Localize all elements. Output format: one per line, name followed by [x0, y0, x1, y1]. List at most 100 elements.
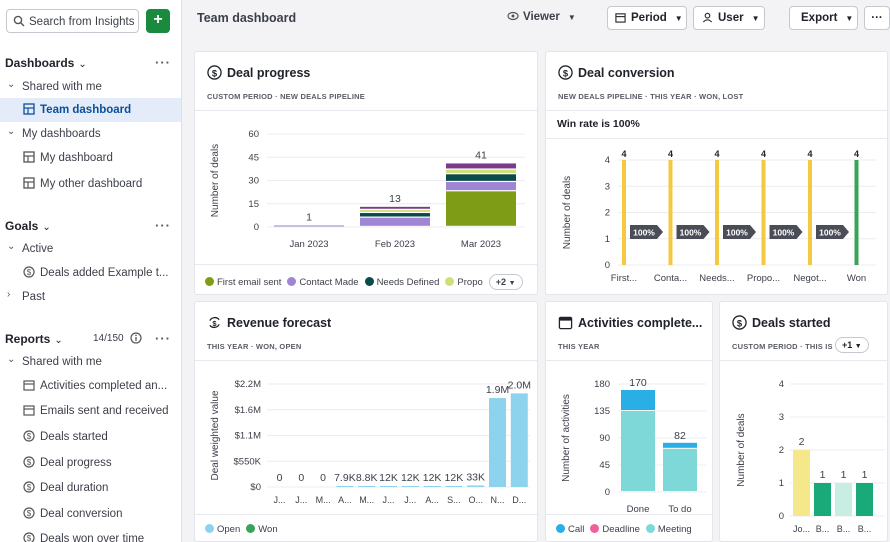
bar	[467, 485, 485, 487]
y-tick-label: 15	[248, 199, 259, 210]
card-title[interactable]: $ Deal progress	[207, 65, 310, 80]
reports-more-icon[interactable]: ···	[155, 331, 171, 346]
sidebar-item-label: Deal conversion	[40, 508, 123, 520]
y-tick-label: 3	[605, 181, 610, 192]
sidebar-item-reports-shared[interactable]: ⌄ Shared with me	[0, 350, 181, 374]
reports-count: 14/150	[93, 333, 124, 344]
card-title[interactable]: $ Revenue forecast	[207, 315, 331, 330]
more-button[interactable]: ···	[864, 6, 890, 30]
svg-text:$: $	[27, 509, 32, 518]
card-title[interactable]: $ Deals started	[732, 315, 831, 330]
sidebar-item-past[interactable]: › Past	[0, 285, 181, 309]
y-tick-label: 135	[594, 406, 610, 417]
period-button[interactable]: Period ▼	[607, 6, 687, 30]
report-item[interactable]: $ Deals started	[0, 425, 181, 449]
legend-more-button[interactable]: +2 ▼	[488, 274, 523, 290]
y-tick-label: $1.6M	[235, 405, 261, 416]
report-item[interactable]: Emails sent and received	[0, 399, 181, 423]
sidebar-item-label: Activities completed an...	[40, 380, 168, 392]
chevron-down-icon: ⌄	[42, 222, 51, 233]
sidebar-item-label: My other dashboard	[40, 178, 143, 190]
x-tick-label: M...	[359, 495, 374, 505]
sidebar-item-my-dashboards[interactable]: ⌄ My dashboards	[0, 122, 181, 146]
activities-card: Activities complete... THIS YEAR 0 45 90 13…	[545, 301, 713, 542]
period-label: Period	[631, 12, 667, 24]
report-item[interactable]: $ Deal duration	[0, 476, 181, 500]
x-tick-label: J...	[404, 495, 416, 505]
sidebar-item-active[interactable]: ⌄ Active	[0, 237, 181, 261]
report-item[interactable]: $ Deal conversion	[0, 502, 181, 526]
bar-segment	[446, 182, 516, 191]
y-tick-label: 1	[779, 478, 784, 489]
goals-header[interactable]: Goals ⌄	[5, 219, 51, 233]
legend-swatch	[556, 524, 565, 533]
deals-started-chart: 0 1 2 3 4 Number of deals 2 Jo... 1 B... 1 B... 1 B..…	[736, 379, 885, 534]
data-label: 4	[854, 149, 859, 159]
dashboards-header[interactable]: Dashboards ⌄	[5, 56, 87, 70]
sidebar-item-label: Deals added Example t...	[40, 267, 169, 279]
user-button[interactable]: User ▼	[693, 6, 765, 30]
x-tick-label: B...	[837, 524, 851, 534]
y-tick-label: $2.2M	[235, 379, 261, 390]
viewer-dropdown[interactable]: Viewer ▼	[507, 11, 576, 23]
export-button[interactable]: Export ▼	[789, 6, 858, 30]
data-label: 1	[862, 469, 868, 481]
caret-down-icon: ▼	[508, 280, 516, 287]
sidebar-item-shared-with-me[interactable]: ⌄ Shared with me	[0, 75, 181, 99]
search-input[interactable]: Search from Insights	[6, 9, 139, 33]
sidebar-item-my-dashboard[interactable]: My dashboard	[0, 146, 181, 170]
chevron-down-icon: ⌄	[7, 241, 16, 252]
legend-label: Open	[217, 524, 241, 535]
report-item[interactable]: Activities completed an...	[0, 374, 181, 398]
bar-segment	[360, 206, 430, 209]
legend-item[interactable]: Contact Made	[287, 277, 359, 288]
legend-label: Needs Defined	[376, 277, 440, 288]
y-tick-label: $1.1M	[235, 431, 261, 442]
legend-item[interactable]: Open	[205, 524, 240, 535]
dashboards-more-icon[interactable]: ···	[155, 55, 171, 70]
y-axis-label: Deal weighted value	[210, 390, 221, 480]
data-label: 12K	[423, 472, 442, 484]
y-tick-label: 0	[605, 260, 610, 271]
bar-segment	[621, 411, 655, 491]
legend-item[interactable]: Won	[246, 524, 278, 535]
legend-item[interactable]: Needs Defined	[364, 277, 440, 288]
add-button[interactable]: +	[146, 9, 170, 33]
report-item[interactable]: $ Deal progress	[0, 451, 181, 475]
sidebar-item-label: My dashboard	[40, 152, 113, 164]
legend-item[interactable]: First email sent	[205, 277, 281, 288]
x-tick-label: A...	[338, 495, 352, 505]
x-tick-label: N...	[490, 495, 504, 505]
x-tick-label: Conta...	[654, 273, 687, 284]
info-icon[interactable]	[130, 332, 142, 344]
bar-segment	[621, 390, 655, 410]
y-tick-label: 3	[779, 412, 784, 423]
dollar-icon: $	[23, 532, 35, 542]
viewer-label: Viewer	[523, 11, 560, 23]
reports-header[interactable]: Reports ⌄	[5, 332, 63, 346]
legend-label: Won	[258, 524, 278, 535]
goals-more-icon[interactable]: ···	[155, 218, 171, 233]
bar-segment	[274, 225, 344, 227]
sidebar-item-my-other-dashboard[interactable]: My other dashboard	[0, 172, 181, 196]
y-tick-label: 4	[779, 379, 784, 390]
filters-more-button[interactable]: +1 ▼	[835, 337, 869, 353]
data-label: 12K	[401, 472, 420, 484]
bar	[835, 483, 852, 516]
legend-item[interactable]: Deadline	[590, 524, 640, 535]
win-rate: Win rate is 100%	[557, 118, 640, 130]
legend-item[interactable]: Propo	[445, 277, 483, 288]
report-item[interactable]: $ Deals won over time	[0, 527, 181, 542]
card-title[interactable]: $ Deal conversion	[558, 65, 675, 80]
legend-item[interactable]: Call	[556, 524, 584, 535]
bar-segment	[360, 217, 430, 226]
sidebar-item-deals-added[interactable]: $ Deals added Example t...	[0, 261, 181, 285]
data-label: 4	[807, 149, 812, 159]
card-title[interactable]: Activities complete...	[558, 315, 702, 330]
page-title: Team dashboard	[197, 11, 297, 25]
legend-item[interactable]: Meeting	[645, 524, 692, 535]
legend-label: Contact Made	[299, 277, 359, 288]
x-tick-label: Negot...	[793, 273, 826, 284]
sidebar-item-team-dashboard[interactable]: Team dashboard	[0, 98, 181, 122]
revenue-forecast-chart: $0 $550K $1.1M $1.6M $2.2M Deal weighted valu…	[210, 379, 531, 505]
